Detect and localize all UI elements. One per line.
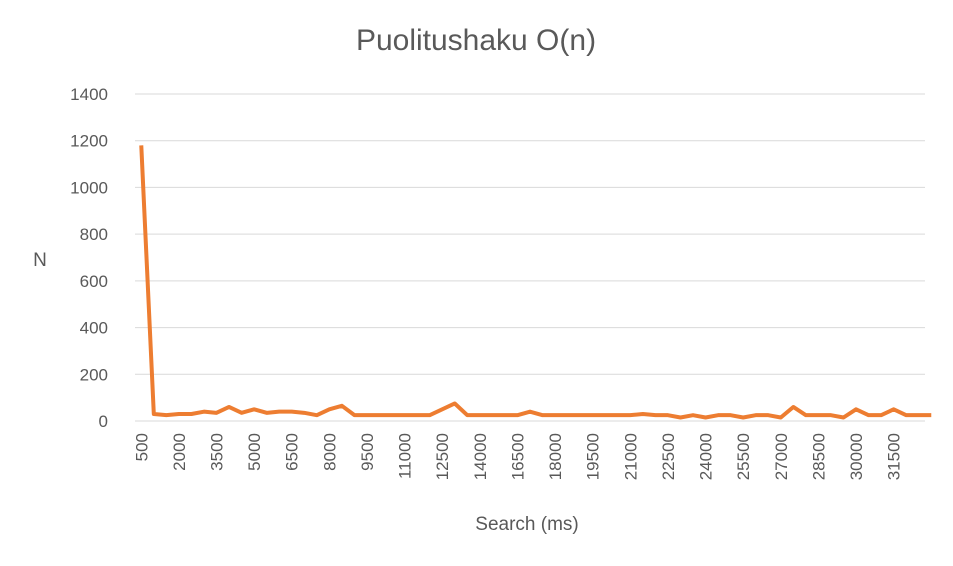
x-tick-label: 24000 bbox=[697, 433, 716, 480]
x-tick-label: 27000 bbox=[772, 433, 791, 480]
x-tick-label: 6500 bbox=[283, 433, 302, 471]
x-tick-label: 18000 bbox=[546, 433, 565, 480]
x-tick-label: 11000 bbox=[396, 433, 415, 479]
x-tick-label: 22500 bbox=[659, 433, 678, 480]
y-tick-label: 1200 bbox=[70, 132, 108, 151]
y-tick-label: 1400 bbox=[70, 85, 108, 104]
y-tick-label: 600 bbox=[80, 272, 108, 291]
x-tick-label: 5000 bbox=[245, 433, 264, 471]
x-tick-label: 21000 bbox=[621, 433, 640, 480]
y-tick-label: 800 bbox=[80, 225, 108, 244]
y-axis-label: N bbox=[33, 250, 47, 271]
x-tick-label: 9500 bbox=[358, 433, 377, 471]
x-tick-label: 19500 bbox=[584, 433, 603, 480]
data-line bbox=[139, 145, 932, 420]
x-tick-label: 14000 bbox=[471, 433, 490, 480]
y-tick-label: 0 bbox=[99, 412, 108, 431]
x-tick-label: 3500 bbox=[208, 433, 227, 471]
x-tick-label: 12500 bbox=[433, 433, 452, 480]
x-tick-label: 500 bbox=[132, 433, 151, 461]
x-tick-label: 30000 bbox=[847, 433, 866, 480]
x-tick-label: 31500 bbox=[885, 433, 904, 480]
x-tick-label: 25500 bbox=[734, 433, 753, 480]
y-tick-label: 400 bbox=[80, 319, 108, 338]
y-tick-label: 1000 bbox=[70, 178, 108, 197]
x-tick-label: 2000 bbox=[170, 433, 189, 471]
y-tick-label: 200 bbox=[80, 365, 108, 384]
x-tick-label: 28500 bbox=[809, 433, 828, 480]
x-tick-label: 8000 bbox=[320, 433, 339, 471]
x-tick-label: 16500 bbox=[508, 433, 527, 480]
x-axis-label: Search (ms) bbox=[475, 514, 578, 535]
chart-title: Puolitushaku O(n) bbox=[356, 24, 596, 57]
